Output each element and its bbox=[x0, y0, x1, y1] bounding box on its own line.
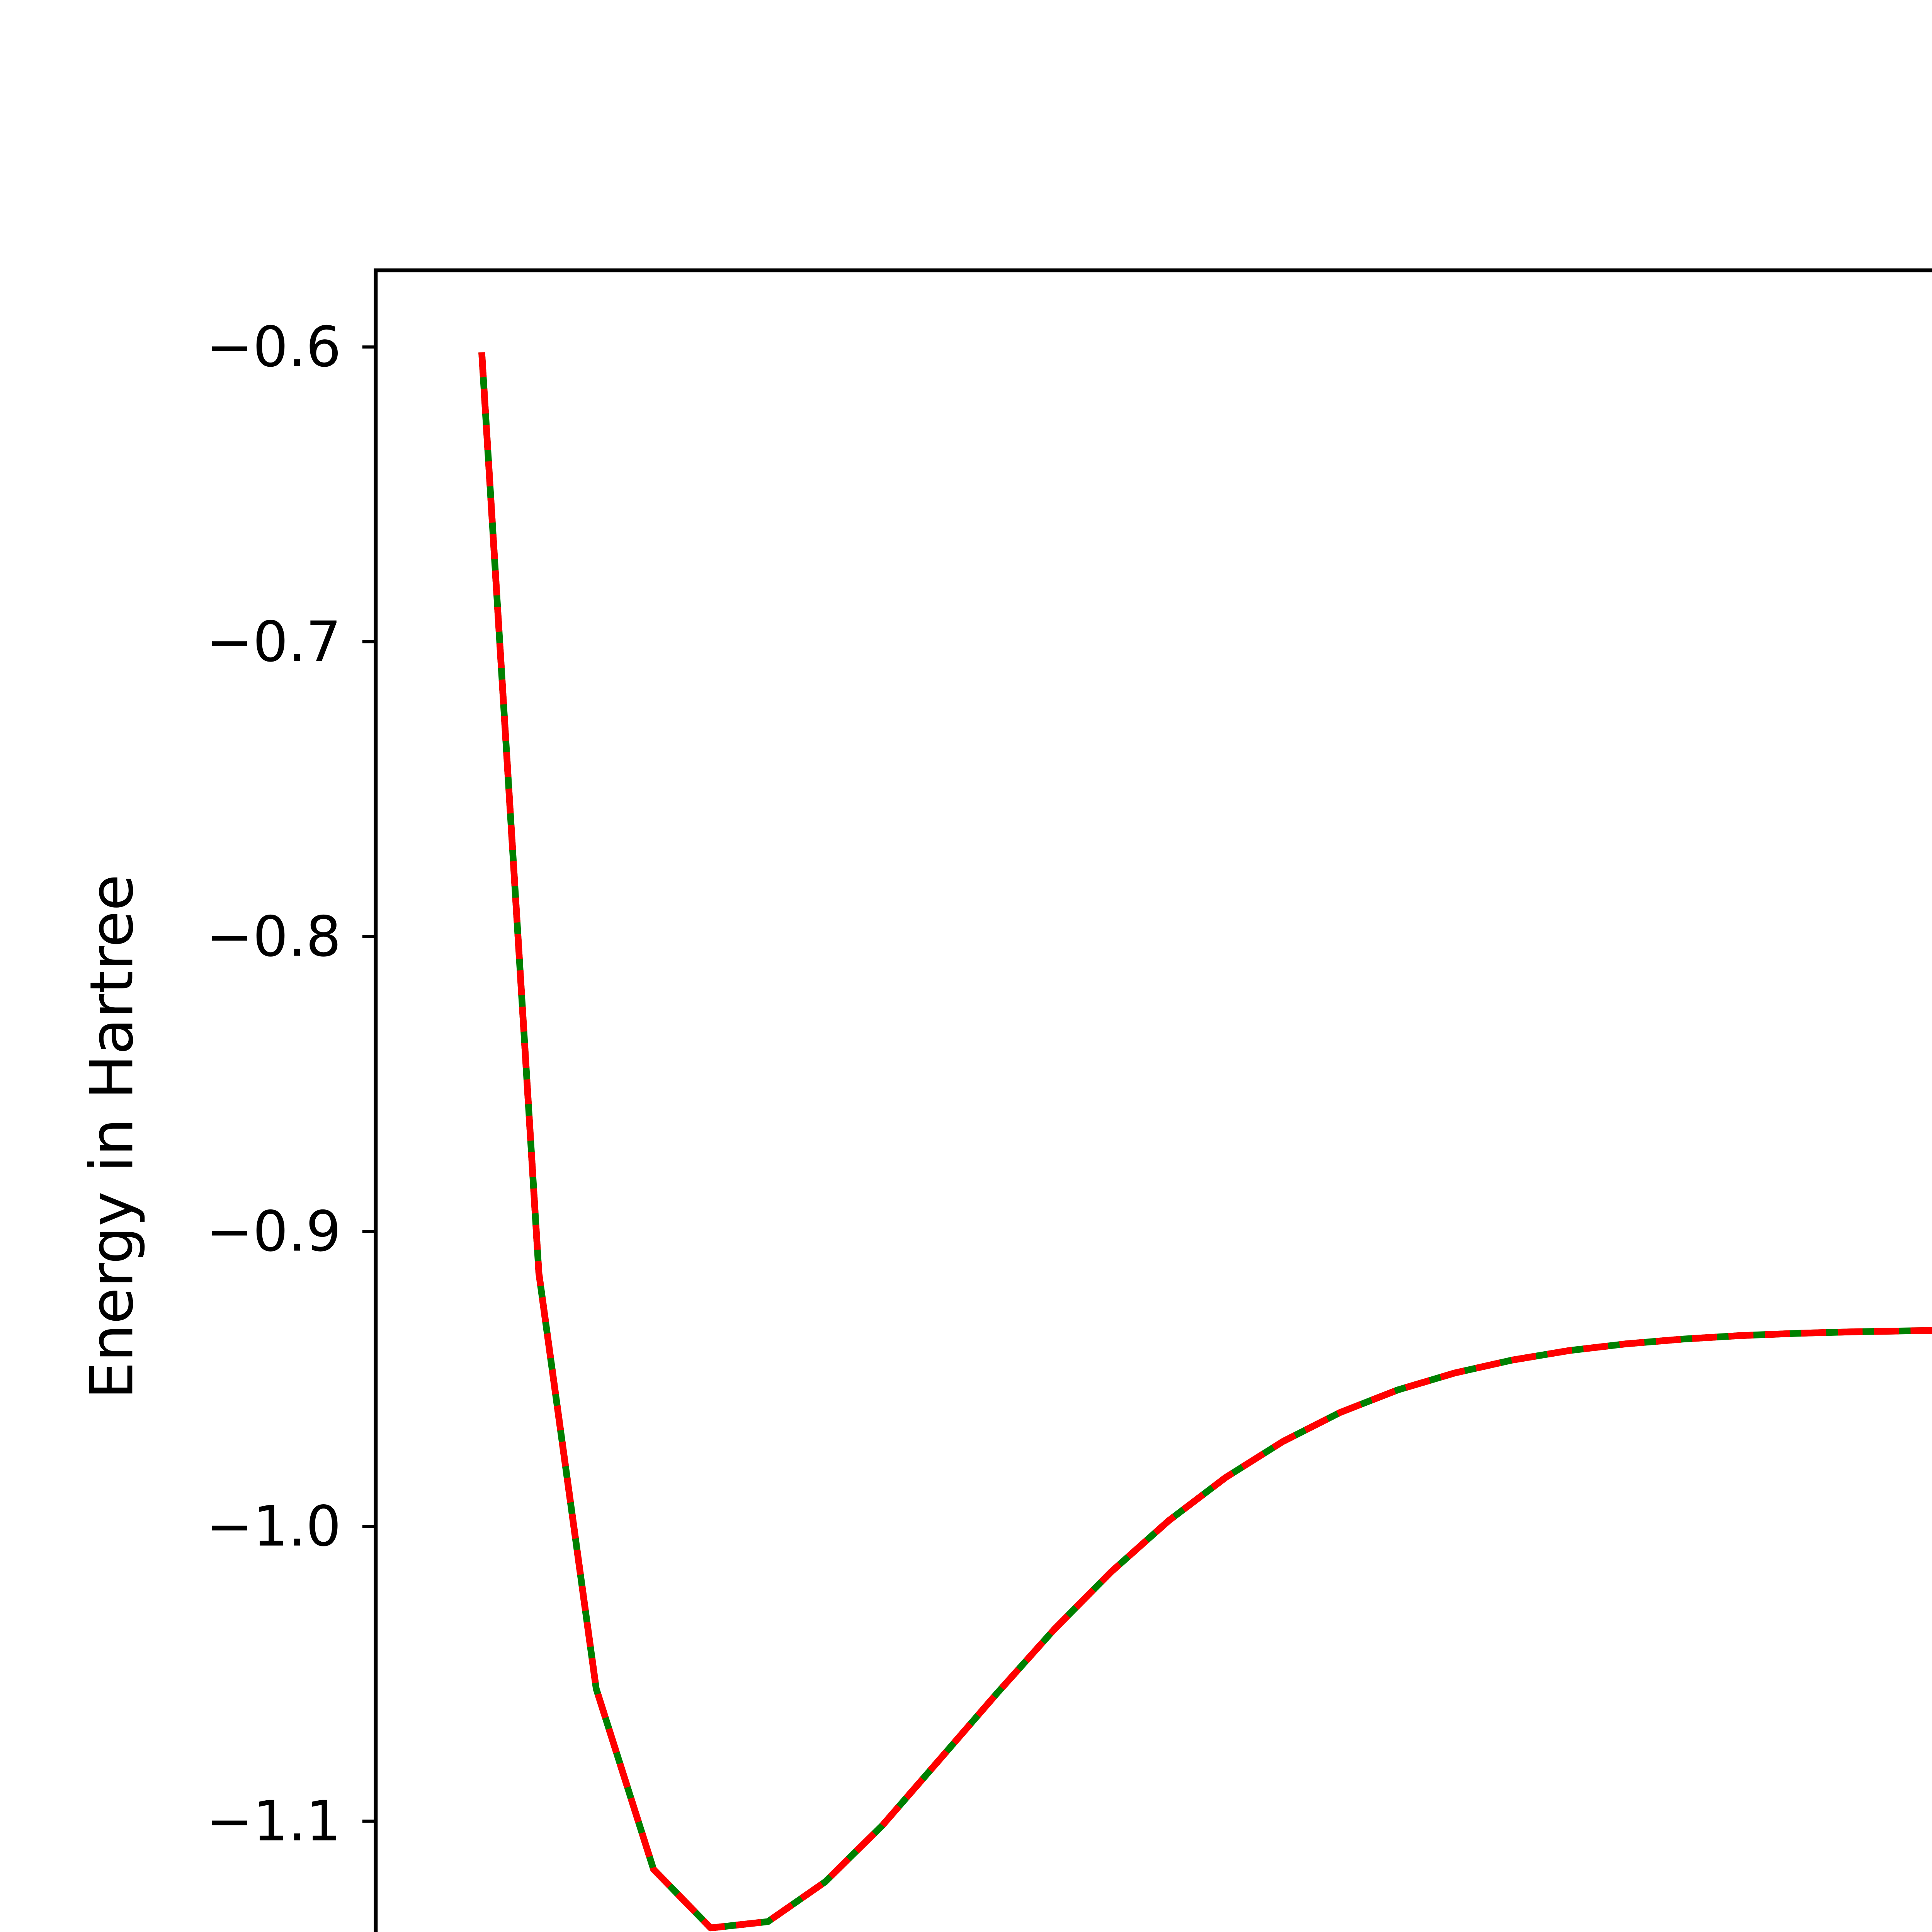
series-layer bbox=[478, 352, 1932, 1932]
y-tick-label: −0.7 bbox=[206, 609, 341, 674]
y-axis-label: Energy in Hartree bbox=[77, 874, 146, 1400]
y-tick-label: −0.6 bbox=[206, 315, 341, 379]
y-tick-label: −1.0 bbox=[206, 1494, 341, 1559]
y-axis-ticks: −0.6 −0.7 −0.8 −0.9 −1.0 −1.1 bbox=[206, 315, 376, 1854]
series-line-pyscf bbox=[478, 352, 1932, 1932]
y-tick-label: −0.8 bbox=[206, 904, 341, 969]
series-line-pychemiq bbox=[478, 352, 1932, 1932]
plot-frame bbox=[374, 268, 1932, 1932]
y-tick-label: −1.1 bbox=[206, 1789, 341, 1854]
y-tick-label: −0.9 bbox=[206, 1199, 341, 1264]
